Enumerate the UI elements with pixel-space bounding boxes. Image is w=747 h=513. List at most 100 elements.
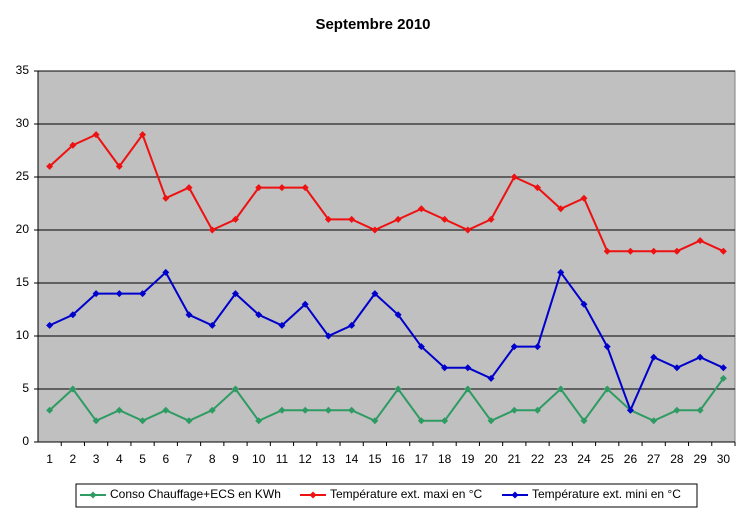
point xyxy=(46,406,54,414)
point xyxy=(348,215,356,223)
point xyxy=(394,311,402,319)
point xyxy=(208,226,216,234)
point xyxy=(603,385,611,393)
legend-marker xyxy=(89,491,97,499)
legend-label: Température ext. maxi en °C xyxy=(330,487,483,501)
point xyxy=(255,311,263,319)
point xyxy=(69,141,77,149)
point xyxy=(208,406,216,414)
point xyxy=(185,311,193,319)
point xyxy=(208,321,216,329)
point xyxy=(534,184,542,192)
x-tick-label: 23 xyxy=(554,452,568,466)
point xyxy=(487,374,495,382)
x-tick-label: 28 xyxy=(670,452,684,466)
point xyxy=(139,290,147,298)
point xyxy=(464,226,472,234)
x-tick-label: 29 xyxy=(693,452,707,466)
point xyxy=(510,173,518,181)
point xyxy=(626,406,634,414)
x-tick-label: 26 xyxy=(624,452,638,466)
x-tick-label: 15 xyxy=(368,452,382,466)
chart-title: Septembre 2010 xyxy=(315,16,430,33)
point xyxy=(231,385,239,393)
point xyxy=(278,406,286,414)
point xyxy=(324,332,332,340)
point xyxy=(115,290,123,298)
x-tick-label: 18 xyxy=(438,452,452,466)
point xyxy=(487,215,495,223)
x-tick-label: 3 xyxy=(93,452,100,466)
point xyxy=(580,417,588,425)
point xyxy=(92,131,100,139)
point xyxy=(371,417,379,425)
point xyxy=(534,343,542,351)
point xyxy=(324,215,332,223)
series-line xyxy=(48,132,724,253)
x-tick-label: 12 xyxy=(299,452,313,466)
x-tick-label: 17 xyxy=(415,452,429,466)
point xyxy=(464,385,472,393)
point xyxy=(673,406,681,414)
point xyxy=(371,226,379,234)
y-tick-label: 20 xyxy=(16,222,30,236)
plot-area xyxy=(37,70,736,443)
point xyxy=(719,374,727,382)
point xyxy=(417,205,425,213)
y-tick-label: 30 xyxy=(16,116,30,130)
point xyxy=(464,364,472,372)
point xyxy=(255,417,263,425)
point xyxy=(441,417,449,425)
y-tick-label: 5 xyxy=(22,381,29,395)
point xyxy=(394,215,402,223)
x-tick-label: 27 xyxy=(647,452,661,466)
x-tick-label: 9 xyxy=(232,452,239,466)
point xyxy=(92,290,100,298)
point xyxy=(301,406,309,414)
legend-marker xyxy=(511,491,519,499)
point xyxy=(46,321,54,329)
point xyxy=(603,247,611,255)
x-tick-label: 6 xyxy=(162,452,169,466)
point xyxy=(673,247,681,255)
point xyxy=(603,343,611,351)
point xyxy=(510,343,518,351)
x-tick-label: 11 xyxy=(276,452,289,466)
x-tick-label: 8 xyxy=(209,452,216,466)
point xyxy=(487,417,495,425)
point xyxy=(394,385,402,393)
point xyxy=(441,215,449,223)
y-tick-label: 10 xyxy=(16,328,30,342)
point xyxy=(673,364,681,372)
point xyxy=(580,194,588,202)
point xyxy=(441,364,449,372)
point xyxy=(301,184,309,192)
point xyxy=(650,247,658,255)
y-tick-label: 25 xyxy=(16,169,30,183)
point xyxy=(139,131,147,139)
point xyxy=(580,300,588,308)
point xyxy=(696,237,704,245)
legend-label: Température ext. mini en °C xyxy=(532,487,681,501)
x-tick-label: 7 xyxy=(186,452,193,466)
point xyxy=(650,353,658,361)
point xyxy=(185,417,193,425)
x-tick-label: 30 xyxy=(717,452,731,466)
point xyxy=(696,353,704,361)
x-tick-label: 22 xyxy=(531,452,545,466)
point xyxy=(255,184,263,192)
point xyxy=(348,406,356,414)
point xyxy=(557,205,565,213)
point xyxy=(162,194,170,202)
point xyxy=(510,406,518,414)
legend-marker xyxy=(309,491,317,499)
point xyxy=(650,417,658,425)
x-tick-label: 1 xyxy=(46,452,53,466)
point xyxy=(162,268,170,276)
point xyxy=(371,290,379,298)
point xyxy=(69,311,77,319)
x-tick-label: 21 xyxy=(508,452,522,466)
point xyxy=(92,417,100,425)
x-tick-label: 2 xyxy=(70,452,77,466)
x-tick-label: 14 xyxy=(345,452,359,466)
